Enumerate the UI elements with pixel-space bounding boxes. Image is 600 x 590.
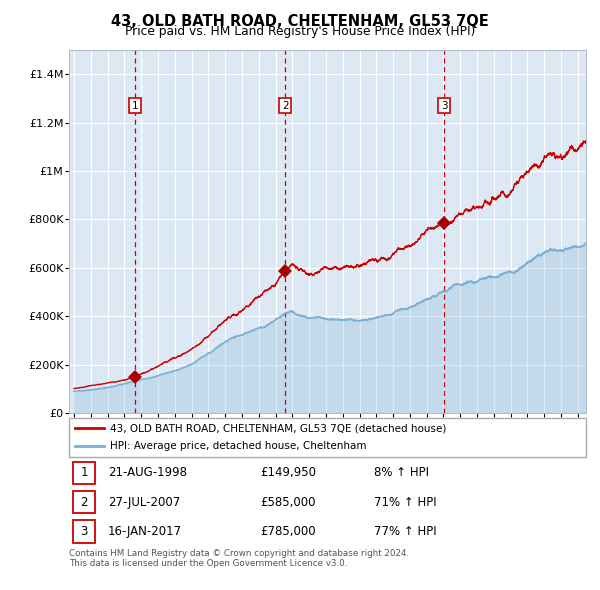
Text: 43, OLD BATH ROAD, CHELTENHAM, GL53 7QE: 43, OLD BATH ROAD, CHELTENHAM, GL53 7QE (111, 14, 489, 28)
Text: 21-AUG-1998: 21-AUG-1998 (108, 467, 187, 480)
Text: 2: 2 (282, 101, 289, 111)
FancyBboxPatch shape (69, 418, 586, 457)
Text: 1: 1 (132, 101, 139, 111)
FancyBboxPatch shape (73, 520, 95, 543)
FancyBboxPatch shape (73, 461, 95, 484)
FancyBboxPatch shape (73, 491, 95, 513)
Text: 27-JUL-2007: 27-JUL-2007 (108, 496, 180, 509)
Text: 2: 2 (80, 496, 88, 509)
Text: 3: 3 (441, 101, 448, 111)
Text: HPI: Average price, detached house, Cheltenham: HPI: Average price, detached house, Chel… (110, 441, 367, 451)
Text: Price paid vs. HM Land Registry's House Price Index (HPI): Price paid vs. HM Land Registry's House … (125, 25, 475, 38)
Text: 16-JAN-2017: 16-JAN-2017 (108, 525, 182, 537)
Text: 3: 3 (80, 525, 88, 537)
Text: 77% ↑ HPI: 77% ↑ HPI (374, 525, 437, 537)
Text: £585,000: £585,000 (260, 496, 316, 509)
Text: 43, OLD BATH ROAD, CHELTENHAM, GL53 7QE (detached house): 43, OLD BATH ROAD, CHELTENHAM, GL53 7QE … (110, 423, 446, 433)
Text: 8% ↑ HPI: 8% ↑ HPI (374, 467, 429, 480)
Text: Contains HM Land Registry data © Crown copyright and database right 2024.: Contains HM Land Registry data © Crown c… (69, 549, 409, 558)
Text: £149,950: £149,950 (260, 467, 316, 480)
Text: 71% ↑ HPI: 71% ↑ HPI (374, 496, 437, 509)
Text: This data is licensed under the Open Government Licence v3.0.: This data is licensed under the Open Gov… (69, 559, 347, 568)
Text: 1: 1 (80, 467, 88, 480)
Text: £785,000: £785,000 (260, 525, 316, 537)
